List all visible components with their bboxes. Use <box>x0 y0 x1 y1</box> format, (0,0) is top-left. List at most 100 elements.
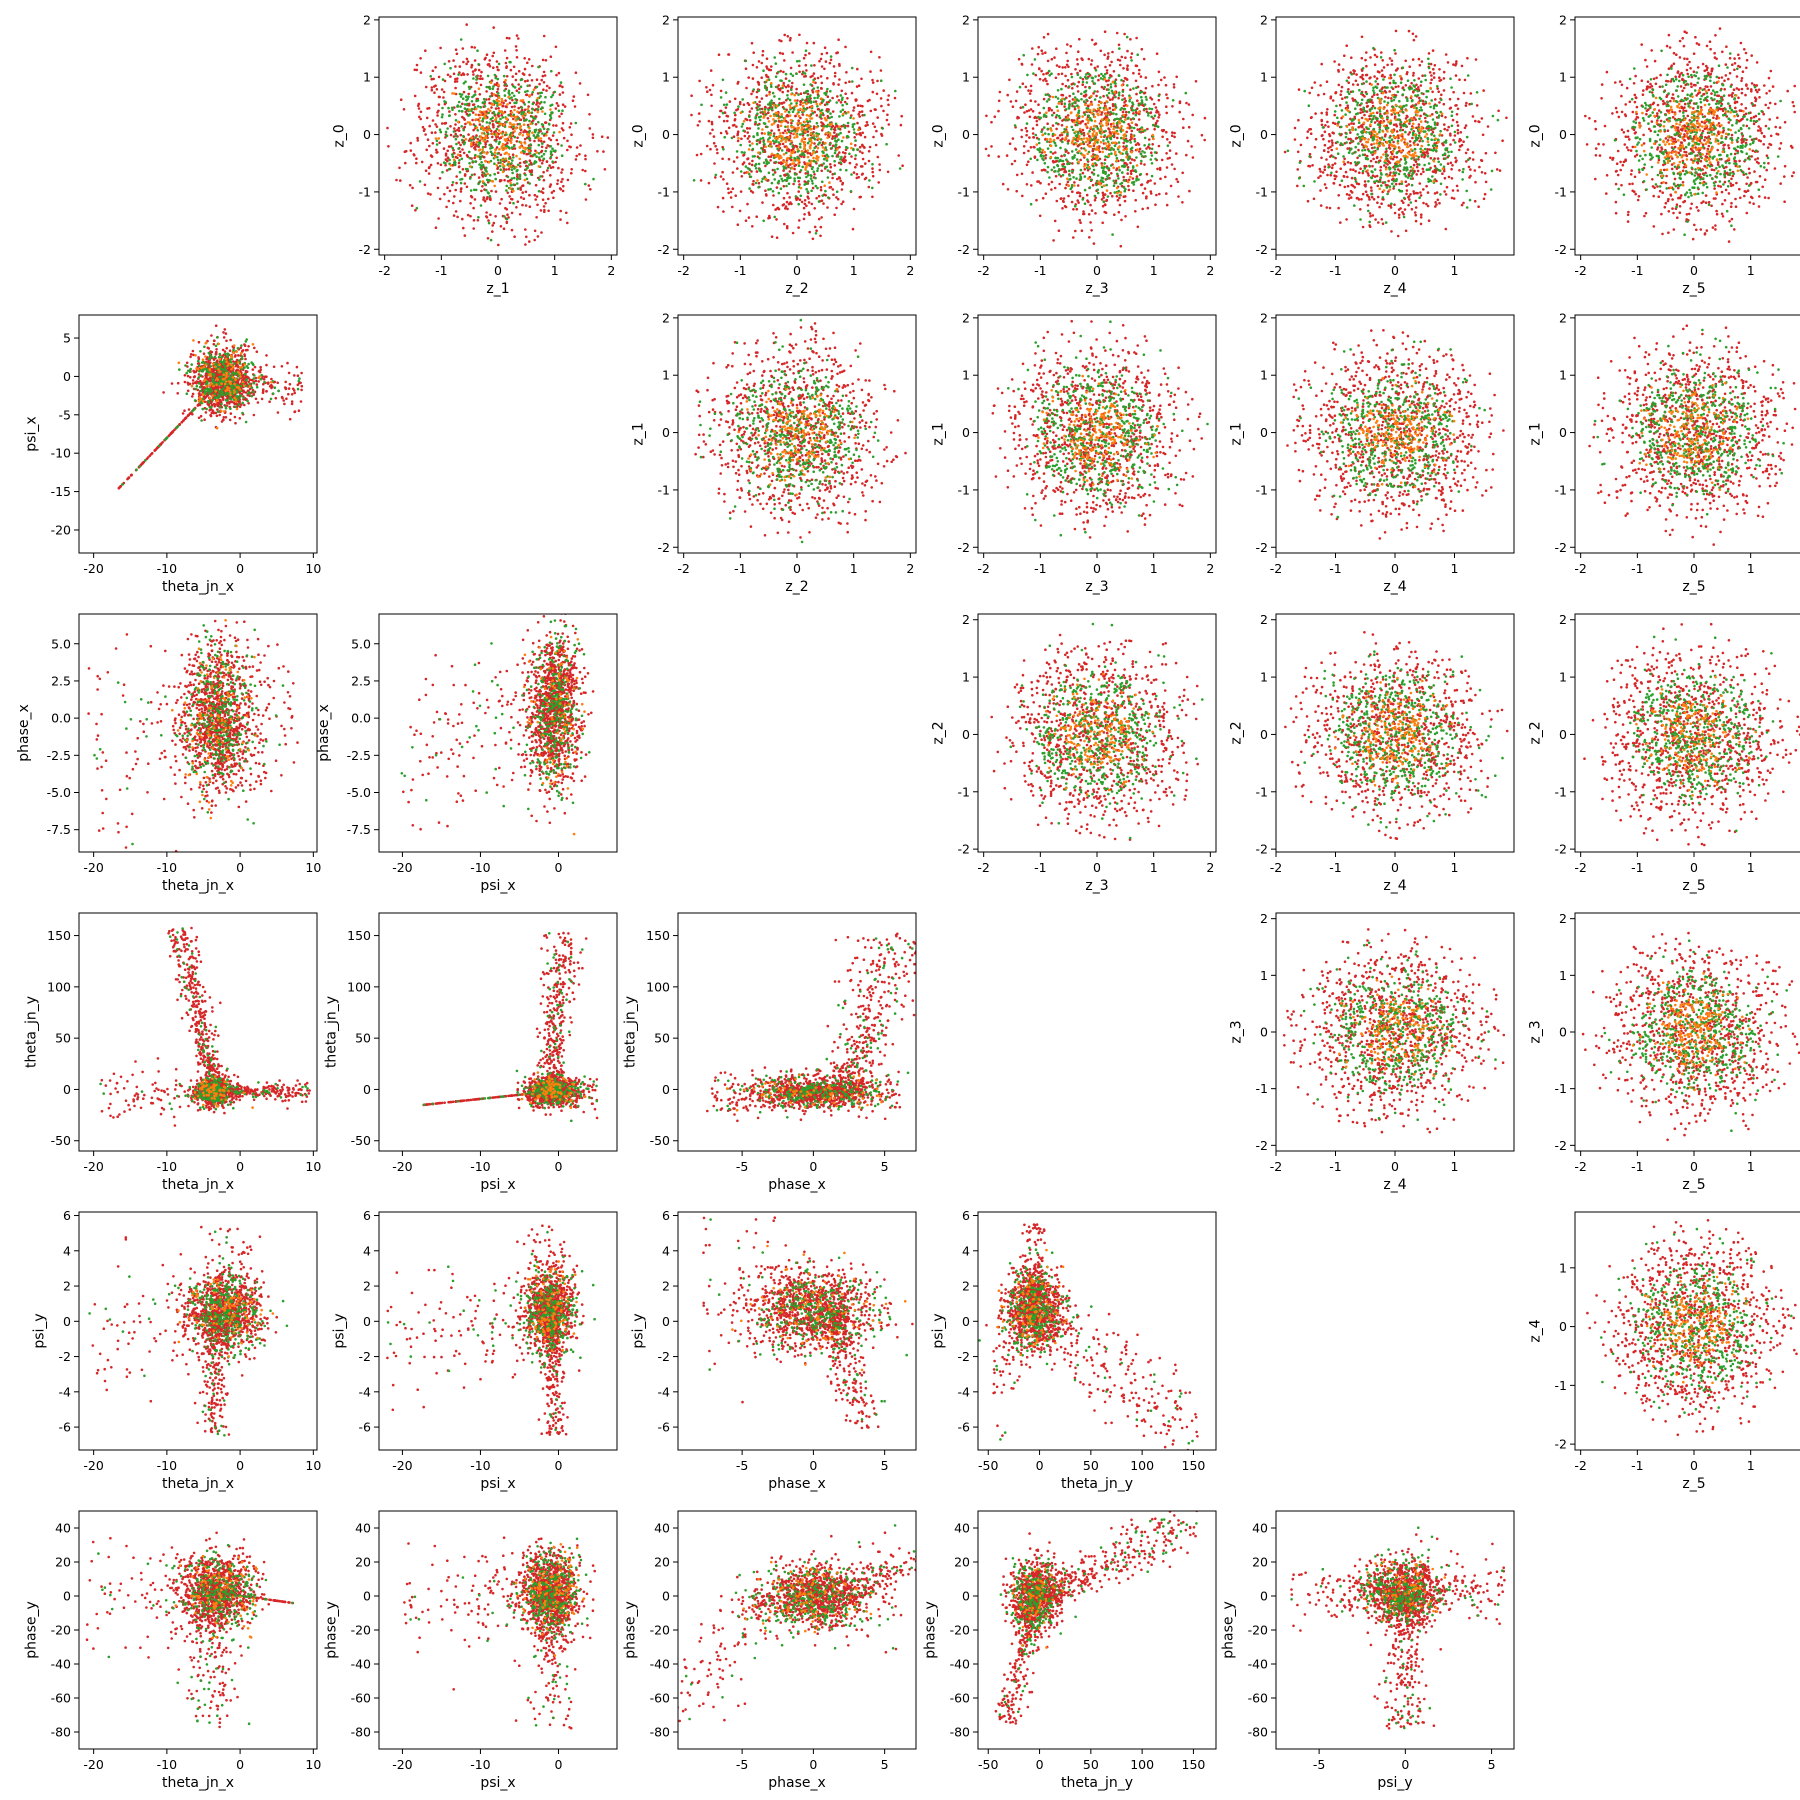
data-point <box>481 163 485 167</box>
data-point <box>1308 91 1311 95</box>
data-point <box>1297 88 1301 91</box>
data-point <box>386 126 389 130</box>
data-point <box>1072 236 1075 239</box>
data-point <box>526 61 529 65</box>
data-point <box>485 85 489 89</box>
data-point <box>549 113 552 117</box>
data-point <box>722 178 725 181</box>
data-point <box>828 99 832 102</box>
data-point <box>472 138 476 141</box>
data-point <box>455 52 459 56</box>
data-point <box>835 135 838 138</box>
data-point <box>475 134 478 137</box>
data-point <box>784 72 788 76</box>
data-point <box>1033 58 1037 61</box>
data-point <box>1079 178 1082 181</box>
data-point <box>744 67 748 70</box>
data-point <box>404 149 408 153</box>
data-point <box>456 104 460 107</box>
data-point <box>1130 150 1133 154</box>
data-point <box>1185 101 1188 105</box>
data-point <box>512 113 516 117</box>
data-point <box>831 188 835 191</box>
data-point <box>1109 131 1112 135</box>
data-point <box>833 164 837 167</box>
data-point <box>536 110 540 114</box>
data-point <box>1027 160 1030 163</box>
data-point <box>466 167 469 171</box>
data-point <box>600 135 604 138</box>
data-point <box>1046 147 1050 150</box>
data-point <box>561 177 564 181</box>
data-point <box>755 95 759 99</box>
data-point <box>1177 195 1180 198</box>
data-point <box>1100 131 1104 134</box>
data-point <box>1061 119 1064 122</box>
data-point <box>791 81 794 85</box>
data-point <box>824 165 827 169</box>
data-point <box>1074 148 1078 151</box>
data-point <box>1111 233 1114 236</box>
data-point <box>426 138 430 141</box>
data-point <box>806 173 810 177</box>
data-point <box>803 75 806 78</box>
data-point <box>497 129 501 132</box>
data-point <box>486 191 490 194</box>
data-point <box>1112 148 1115 151</box>
data-point <box>1451 189 1455 192</box>
data-point <box>1046 82 1049 86</box>
data-point <box>467 92 471 96</box>
data-point <box>546 166 550 170</box>
data-point <box>465 57 469 61</box>
data-point <box>1084 103 1087 107</box>
data-point <box>1047 69 1051 73</box>
data-point <box>532 88 536 91</box>
data-point <box>990 120 993 124</box>
data-point <box>876 116 879 119</box>
y-tick-label: 1 <box>662 70 670 85</box>
data-point <box>1056 164 1060 168</box>
data-point <box>463 234 467 237</box>
data-point <box>791 110 795 114</box>
data-point <box>1104 155 1107 158</box>
data-point <box>535 155 538 158</box>
data-point <box>441 170 444 174</box>
data-point <box>789 72 793 76</box>
data-point <box>1055 114 1059 117</box>
data-point <box>800 153 803 156</box>
data-point <box>1132 112 1135 115</box>
data-point <box>1031 171 1034 174</box>
data-point <box>1105 100 1108 103</box>
data-point <box>1090 59 1094 62</box>
data-point <box>517 83 520 86</box>
data-point <box>501 99 504 103</box>
data-point <box>826 136 829 140</box>
data-point <box>518 122 521 126</box>
data-point <box>474 124 477 128</box>
data-point <box>873 125 877 129</box>
data-point <box>837 38 840 41</box>
data-point <box>516 110 519 113</box>
data-point <box>559 81 563 84</box>
data-point <box>1084 90 1088 93</box>
data-point <box>710 104 713 108</box>
data-point <box>1306 136 1309 140</box>
data-point <box>871 186 874 190</box>
data-point <box>1056 109 1060 112</box>
data-point <box>1078 69 1082 73</box>
data-point <box>1106 120 1109 124</box>
data-point <box>1104 211 1108 215</box>
data-point <box>399 98 403 101</box>
data-point <box>439 163 443 167</box>
data-point <box>1103 162 1106 165</box>
data-point <box>561 128 565 132</box>
data-point <box>757 185 760 189</box>
data-point <box>764 158 768 161</box>
data-point <box>1103 134 1107 137</box>
data-point <box>1050 168 1054 172</box>
data-point <box>820 216 823 219</box>
data-point <box>1325 113 1329 116</box>
data-point <box>826 95 830 98</box>
data-point <box>503 80 506 84</box>
data-point <box>1123 134 1126 138</box>
